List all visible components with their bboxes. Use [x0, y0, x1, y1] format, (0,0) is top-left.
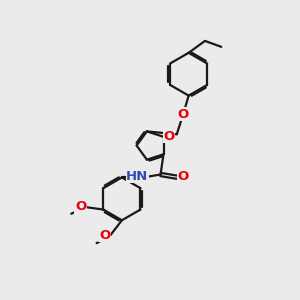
Text: O: O [99, 229, 110, 242]
Text: O: O [178, 170, 189, 183]
Text: O: O [178, 107, 189, 121]
Text: HN: HN [126, 170, 148, 183]
Text: O: O [163, 130, 175, 143]
Text: O: O [75, 200, 86, 213]
